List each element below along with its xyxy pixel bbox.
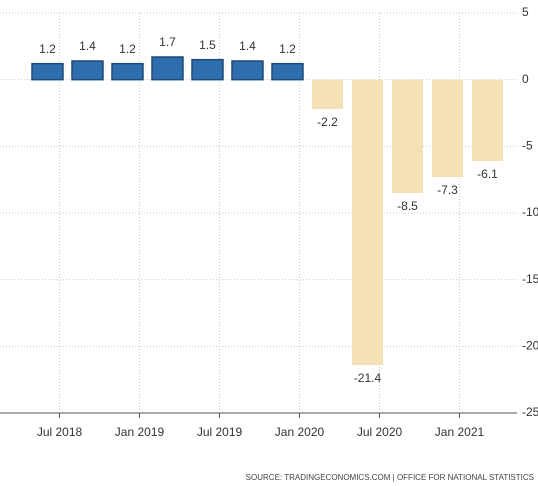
x-tick-label: Jan 2019 (115, 425, 165, 439)
y-tick-label: -20 (522, 339, 538, 353)
x-tick-label: Jul 2019 (197, 425, 243, 439)
data-label: -21.4 (354, 371, 382, 385)
data-label: -2.2 (317, 115, 338, 129)
data-label: 1.2 (39, 42, 56, 56)
bar (352, 79, 383, 366)
bar (432, 79, 463, 177)
source: SOURCE: TRADINGECONOMICS.COM | OFFICE FO… (246, 473, 534, 482)
data-label: -8.5 (397, 199, 418, 213)
data-label: 1.4 (239, 39, 256, 53)
bar (31, 62, 64, 81)
data-label: -6.1 (477, 167, 498, 181)
data-label: 1.7 (159, 35, 176, 49)
x-tick-label: Jul 2018 (37, 425, 83, 439)
y-tick-label: 5 (522, 5, 529, 19)
bar (231, 60, 264, 81)
bar (71, 60, 104, 81)
y-tick-label: -15 (522, 272, 538, 286)
bar (111, 62, 144, 81)
y-tick-label: -10 (522, 205, 538, 219)
bar (191, 58, 224, 81)
data-label: 1.2 (119, 42, 136, 56)
bar (472, 79, 503, 161)
bar (151, 56, 184, 81)
data-label: 1.4 (79, 39, 96, 53)
x-tick-label: Jul 2020 (357, 425, 403, 439)
data-label: 1.2 (279, 42, 296, 56)
bar (271, 62, 304, 81)
y-tick-label: 0 (522, 72, 529, 86)
bar (392, 79, 423, 193)
x-tick-label: Jan 2021 (435, 425, 485, 439)
y-tick-label: -25 (522, 405, 538, 419)
data-label: 1.5 (199, 38, 216, 52)
bar (312, 79, 343, 109)
y-tick-label: -5 (522, 139, 533, 153)
data-label: -7.3 (437, 183, 458, 197)
x-tick-label: Jan 2020 (275, 425, 325, 439)
